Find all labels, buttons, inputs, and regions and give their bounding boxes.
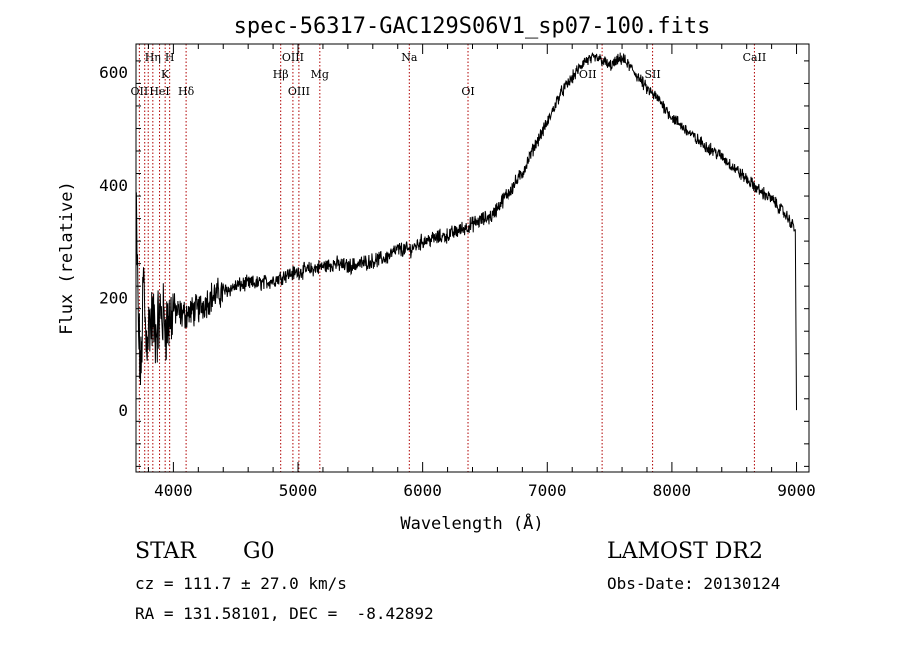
y-tick-label: 200 — [99, 288, 128, 307]
spectral-line-label: H — [165, 51, 175, 64]
spectral-line-label: Hη — [145, 51, 161, 64]
sky-coordinates: RA = 131.58101, DEC = -8.42892 — [135, 604, 434, 623]
x-tick-label: 9000 — [777, 481, 816, 500]
x-tick-label: 4000 — [154, 481, 193, 500]
spectral-line-label: OI — [461, 85, 474, 98]
object-class: STAR — [135, 539, 196, 564]
flux-series — [135, 52, 797, 411]
spectral-line-label: OIII — [282, 51, 304, 64]
flux-line — [135, 52, 797, 411]
spectral-line-markers — [138, 44, 755, 472]
y-axis-label: Flux (relative) — [57, 181, 77, 335]
x-tick-label: 5000 — [279, 481, 318, 500]
y-tick-label: 0 — [118, 401, 128, 420]
observation-date: Obs-Date: 20130124 — [607, 574, 781, 593]
survey-name: LAMOST DR2 — [607, 539, 763, 564]
x-tick-label: 8000 — [653, 481, 692, 500]
redshift-cz: cz = 111.7 ± 27.0 km/s — [135, 574, 347, 593]
spectral-line-label: CaII — [743, 51, 767, 64]
y-axis-ticks: 0 200 400 600 — [99, 60, 809, 467]
spectral-line-label: Hδ — [178, 85, 195, 98]
x-tick-label: 7000 — [528, 481, 567, 500]
x-axis-ticks: 4000 5000 6000 7000 8000 9000 — [147, 44, 816, 500]
spectral-line-label: OII — [131, 85, 149, 98]
spectral-line-label: K — [161, 68, 170, 81]
chart-title: spec-56317-GAC129S06V1_sp07-100.fits — [234, 14, 711, 39]
x-tick-label: 6000 — [403, 481, 442, 500]
x-axis-label: Wavelength (Å) — [400, 512, 543, 534]
spectral-line-label: OII — [579, 68, 597, 81]
object-subclass: G0 — [243, 539, 275, 564]
y-tick-label: 400 — [99, 176, 128, 195]
plot-frame — [135, 43, 810, 473]
spectral-line-label: OIII — [288, 85, 310, 98]
spectral-line-label: HeI — [149, 85, 169, 98]
spectral-line-label: Na — [401, 51, 418, 64]
spectral-line-label: Mg — [311, 68, 329, 81]
spectral-line-label: Hβ — [273, 68, 289, 81]
y-tick-label: 600 — [99, 63, 128, 82]
spectral-line-label: SII — [644, 68, 660, 81]
